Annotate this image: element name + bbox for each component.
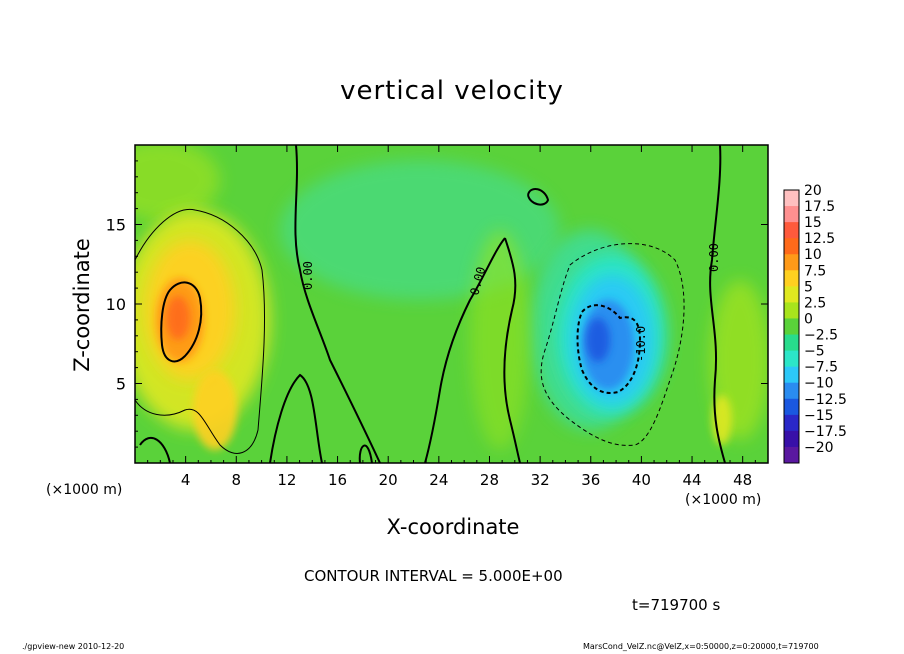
x-tick-label: 4 (181, 471, 191, 489)
contour-label-zero-1: 0.00 (301, 261, 315, 290)
colorbar-segment (784, 302, 799, 319)
colorbar-label: 5 (804, 279, 813, 295)
colorbar-label: 7.5 (804, 263, 826, 279)
colorbar-segment (784, 366, 799, 384)
colorbar-segment (784, 350, 799, 368)
colorbar-segment (784, 446, 799, 464)
colorbar-segment (784, 414, 799, 432)
x-tick-label: 36 (581, 471, 600, 489)
y-tick-label: 5 (116, 375, 126, 394)
y-tick-label: 10 (106, 295, 126, 314)
time-stamp-text: t=719700 s (632, 596, 721, 614)
colorbar-segment (784, 382, 799, 400)
contour-zero-3 (503, 237, 521, 463)
contour-zero-1 (294, 145, 381, 463)
colorbar-label: −15 (804, 408, 834, 424)
x-unit-label-left: (×1000 m) (46, 482, 123, 498)
x-tick-label: 40 (632, 471, 651, 489)
contour-minus-five (540, 243, 685, 446)
colorbar-label: 2.5 (804, 295, 826, 311)
contour-zero-6 (269, 373, 323, 463)
colorbar-segment (784, 334, 799, 352)
contour-zero-5 (139, 437, 171, 463)
contour-five-updraft (135, 208, 266, 454)
colorbar-frame (783, 189, 800, 464)
x-tick-label: 8 (232, 471, 242, 489)
downdraft-peak (586, 318, 610, 362)
x-tick-label: 24 (429, 471, 448, 489)
colorbar-label: 17.5 (804, 199, 835, 215)
colorbar-label: −2.5 (804, 328, 838, 344)
contour-lines (135, 145, 726, 463)
colorbar-label: −12.5 (804, 392, 847, 408)
colorbar: 2017.51512.5107.552.50−2.5−5−7.5−10−12.5… (783, 183, 847, 464)
footer-right-text: MarsCond_VelZ.nc@VelZ,x=0:50000,z=0:2000… (583, 642, 819, 651)
contour-zero-8 (527, 188, 550, 206)
updraft-peak (166, 296, 190, 340)
chart-title: vertical velocity (340, 76, 564, 106)
colorbar-label: −7.5 (804, 360, 838, 376)
contour-interval-text: CONTOUR INTERVAL = 5.000E+00 (304, 567, 563, 585)
x-tick-label: 32 (531, 471, 550, 489)
x-axis-label: X-coordinate (386, 515, 520, 539)
contour-zero-4 (709, 145, 726, 463)
contour-zero-2 (424, 237, 506, 463)
colorbar-label: −5 (804, 344, 825, 360)
y-tick-label: 15 (106, 216, 126, 235)
updraft-lower-lobe (193, 370, 237, 450)
x-tick-label: 20 (379, 471, 398, 489)
colorbar-segment (784, 318, 799, 336)
colorbar-segment (784, 222, 799, 239)
x-tick-label: 16 (328, 471, 347, 489)
x-unit-label-right: (×1000 m) (685, 492, 762, 508)
x-tick-label: 28 (480, 471, 499, 489)
weak-updraft-zone-1 (135, 145, 220, 220)
contour-label-minus-ten: -10.0 (634, 326, 648, 362)
colorbar-segment (784, 286, 799, 303)
colorbar-segment (784, 270, 799, 287)
colorbar-label: −10 (804, 376, 834, 392)
colorbar-label: −20 (804, 440, 834, 456)
colorbar-segment (784, 430, 799, 448)
contour-ten-updraft (160, 281, 203, 363)
colorbar-segment (784, 190, 799, 207)
weak-updraft-zone-2 (470, 230, 530, 450)
x-tick-label: 12 (277, 471, 296, 489)
colorbar-label: 12.5 (804, 231, 835, 247)
colorbar-label: 20 (804, 183, 822, 199)
colorbar-segment (784, 398, 799, 416)
contour-minus-ten (576, 304, 642, 394)
colorbar-label: 15 (804, 215, 822, 231)
footer-left-text: ./gpview-new 2010-12-20 (22, 642, 125, 651)
colorbar-label: 10 (804, 247, 822, 263)
colorbar-segment (784, 238, 799, 255)
heatmap-field: 0.00 0.00 0.00 -10.0 (135, 145, 768, 463)
colorbar-label: 0 (804, 311, 813, 327)
x-tick-label: 48 (733, 471, 752, 489)
x-tick-label: 44 (682, 471, 701, 489)
colorbar-segment (784, 254, 799, 271)
contour-zero-7 (358, 444, 373, 463)
colorbar-segment (784, 206, 799, 223)
contour-label-zero-3: 0.00 (707, 243, 721, 272)
colorbar-label: −17.5 (804, 424, 847, 440)
